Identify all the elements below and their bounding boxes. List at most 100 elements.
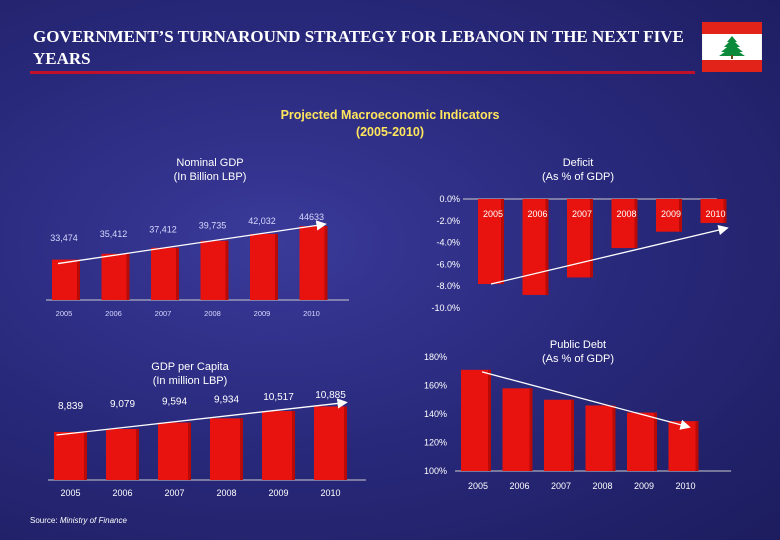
public-debt-title-line1: Public Debt	[549, 339, 607, 351]
public-debt-ytick-4: 100%	[424, 466, 447, 476]
gdp-per-capita-value-label-2010: 10,885	[315, 390, 346, 401]
gdp-bar-2007-shade	[176, 247, 179, 300]
public-debt-bar-2007	[544, 399, 574, 471]
gdp-per-capita-bar-2010	[314, 406, 347, 480]
gdp-per-capita-title-line1: GDP per Capita	[151, 361, 229, 373]
gdp-year-label-2006: 2006	[105, 309, 122, 318]
deficit-bar-2005	[478, 199, 504, 285]
deficit-year-label-2009: 2009	[661, 209, 681, 219]
gdp-title-line2: (In Billion LBP)	[173, 171, 247, 183]
deficit-bar-2008	[611, 199, 638, 249]
gdp-year-label-2007: 2007	[155, 309, 172, 318]
public-debt-chart-title: Public Debt (As % of GDP)	[518, 338, 638, 366]
gdp-trend-arrow	[57, 220, 327, 265]
public-debt-bar-2010-shade	[695, 421, 699, 471]
public-debt-bar-2006	[502, 388, 533, 471]
gdp-per-capita-value-label-2008: 9,934	[214, 394, 239, 405]
deficit-year-label-2010: 2010	[705, 209, 725, 219]
gdp-bar-2010	[299, 226, 328, 300]
deficit-bar-2008-shade	[634, 199, 638, 249]
gdp-bar-2009-shade	[275, 233, 278, 300]
deficit-title-line2: (As % of GDP)	[541, 171, 615, 183]
deficit-bar-2009	[656, 199, 682, 232]
gdp-chart-title: Nominal GDP (In Billion LBP)	[150, 156, 270, 184]
gdp-per-capita-bar-2006	[106, 429, 139, 480]
gdp-per-capita-value-label-2007: 9,594	[162, 397, 187, 408]
public-debt-bar-2009	[627, 412, 657, 471]
gdp-bar-2006	[101, 253, 130, 300]
title-divider	[30, 71, 695, 74]
gdp-per-capita-title-line2: (In million LBP)	[152, 375, 228, 387]
public-debt-year-label-2005: 2005	[468, 481, 488, 491]
deficit-bar-2009-shade	[679, 199, 682, 232]
gdp-title-line1: Nominal GDP	[176, 157, 244, 169]
gdp-bar-2010-shade	[324, 226, 328, 300]
gdp-per-capita-bar-2008	[210, 418, 243, 480]
gdp-per-capita-bar-2005-shade	[84, 432, 87, 480]
public-debt-bar-2006-shade	[529, 388, 533, 471]
gdp-bar-2005-shade	[77, 259, 80, 300]
deficit-ytick-2: -4.0%	[436, 238, 460, 248]
deficit-ytick-1: -2.0%	[436, 216, 460, 226]
gdp-year-label-2009: 2009	[254, 309, 271, 318]
deficit-ytick-3: -6.0%	[436, 259, 460, 269]
deficit-ytick-4: -8.0%	[436, 281, 460, 291]
public-debt-bar-2008-shade	[612, 405, 616, 471]
gdp-per-capita-bar-2010-shade	[344, 406, 347, 480]
public-debt-title-line2: (As % of GDP)	[541, 353, 615, 365]
deficit-bar-2006	[522, 199, 549, 295]
gdp-per-capita-year-label-2006: 2006	[112, 488, 132, 498]
deficit-year-label-2005: 2005	[483, 209, 503, 219]
gdp-bar-2006-shade	[126, 253, 130, 300]
public-debt-ytick-2: 140%	[424, 409, 447, 419]
public-debt-year-label-2006: 2006	[509, 481, 529, 491]
source-note: Source: Ministry of Finance	[30, 516, 127, 525]
deficit-bar-2005-shade	[501, 199, 504, 285]
deficit-bar-2006-shade	[545, 199, 549, 295]
gdp-value-label-2006: 35,412	[100, 229, 128, 239]
gdp-per-capita-trend-arrow	[56, 398, 348, 436]
gdp-bar-2008	[200, 240, 229, 300]
gdp-per-capita-value-label-2005: 8,839	[58, 401, 83, 412]
public-debt-ytick-0: 180%	[424, 352, 447, 362]
gdp-value-label-2008: 39,735	[199, 220, 227, 230]
page-title: GOVERNMENT’S TURNAROUND STRATEGY FOR LEB…	[33, 27, 684, 68]
gdp-year-label-2008: 2008	[204, 309, 221, 318]
public-debt-year-label-2009: 2009	[634, 481, 654, 491]
gdp-year-label-2010: 2010	[303, 309, 320, 318]
gdp-per-capita-chart-title: GDP per Capita (In million LBP)	[130, 360, 250, 388]
deficit-bar-2007-shade	[590, 199, 593, 278]
gdp-per-capita-bar-2009	[262, 411, 295, 480]
gdp-per-capita-bar-2007-shade	[188, 422, 191, 480]
public-debt-bar-2007-shade	[571, 399, 574, 471]
source-value: Ministry of Finance	[59, 516, 127, 525]
gdp-bar-2008-shade	[225, 240, 229, 300]
gdp-per-capita-year-label-2007: 2007	[164, 488, 184, 498]
lebanon-flag-icon	[702, 22, 762, 72]
public-debt-trend-arrow	[481, 371, 691, 430]
public-debt-bar-2005	[461, 369, 491, 471]
gdp-per-capita-value-label-2009: 10,517	[263, 392, 294, 403]
subtitle-line1: Projected Macroeconomic Indicators	[280, 108, 500, 122]
deficit-year-label-2006: 2006	[527, 209, 547, 219]
public-debt-bar-2005-shade	[488, 369, 491, 471]
gdp-bar-2005	[52, 259, 80, 300]
gdp-per-capita-year-label-2010: 2010	[320, 488, 340, 498]
deficit-ytick-0: 0.0%	[439, 194, 460, 204]
deficit-trend-arrow	[490, 225, 729, 285]
public-debt-bar-2008	[585, 405, 616, 471]
deficit-bar-2010	[700, 199, 727, 223]
deficit-title-line1: Deficit	[562, 157, 594, 169]
public-debt-bar-2009-shade	[654, 412, 657, 471]
chart-subtitle: Projected Macroeconomic Indicators (2005…	[220, 107, 560, 141]
gdp-per-capita-year-label-2009: 2009	[268, 488, 288, 498]
gdp-per-capita-bar-2008-shade	[240, 418, 243, 480]
deficit-year-label-2008: 2008	[616, 209, 636, 219]
public-debt-year-label-2007: 2007	[551, 481, 571, 491]
public-debt-year-label-2010: 2010	[675, 481, 695, 491]
public-debt-bar-2010	[668, 421, 699, 471]
gdp-bar-2007	[151, 247, 179, 300]
public-debt-year-label-2008: 2008	[592, 481, 612, 491]
gdp-per-capita-year-label-2005: 2005	[60, 488, 80, 498]
